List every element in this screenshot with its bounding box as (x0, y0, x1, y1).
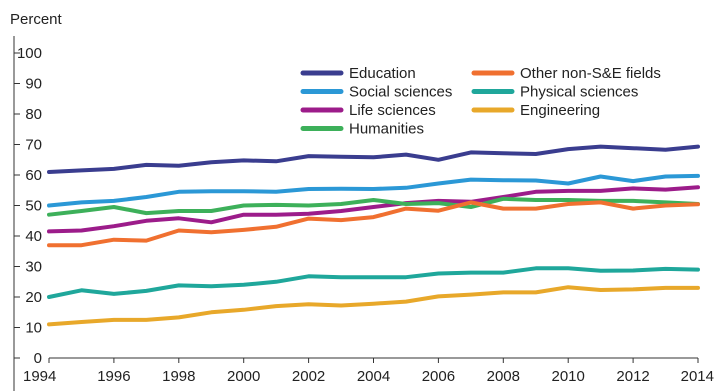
y-tick-label: 50 (25, 198, 42, 215)
x-tick-label: 2006 (422, 368, 455, 385)
x-tick-label: 2014 (681, 368, 714, 385)
series-line-engineering (47, 285, 700, 327)
x-tick-label: 2012 (616, 368, 649, 385)
legend-label: Physical sciences (520, 84, 638, 101)
y-tick-label: 90 (25, 76, 42, 93)
y-tick-label: 70 (25, 137, 42, 154)
y-tick-label: 30 (25, 259, 42, 276)
y-axis-ticks: 0 10 20 30 40 50 60 70 80 90 100 (14, 45, 42, 367)
x-axis-ticks: 1994 1996 1998 2000 2002 2004 2006 2008 2010 2012… (23, 358, 714, 385)
x-tick-label: 1996 (97, 368, 130, 385)
y-tick-label: 60 (25, 167, 42, 184)
series-line-other-non-s-e-fields (47, 200, 700, 248)
x-tick-label: 1994 (23, 368, 56, 385)
x-tick-label: 2002 (292, 368, 325, 385)
y-tick-label: 80 (25, 106, 42, 123)
series-line-life-sciences (47, 185, 700, 234)
legend-label: Social sciences (349, 84, 452, 101)
legend-label: Engineering (520, 102, 600, 119)
x-tick-label: 2010 (552, 368, 585, 385)
x-tick-label: 2000 (227, 368, 260, 385)
legend-label: Education (349, 65, 416, 82)
x-tick-label: 2004 (357, 368, 390, 385)
legend-label: Other non-S&E fields (520, 65, 661, 82)
series-lines (47, 144, 700, 327)
legend: Education Other non-S&E fields Social scie… (300, 65, 661, 138)
y-tick-label: 40 (25, 228, 42, 245)
y-tick-label: 100 (17, 45, 42, 62)
series-line-physical-sciences (47, 266, 700, 299)
y-tick-label: 0 (34, 350, 42, 367)
x-tick-label: 1998 (162, 368, 195, 385)
y-tick-label: 10 (25, 320, 42, 337)
y-tick-label: 20 (25, 289, 42, 306)
legend-label: Life sciences (349, 102, 436, 119)
legend-label: Humanities (349, 121, 424, 138)
y-axis-title: Percent (10, 11, 63, 28)
x-tick-label: 2008 (487, 368, 520, 385)
series-line-humanities (47, 196, 700, 217)
series-line-social-sciences (47, 173, 700, 208)
series-line-education (47, 144, 700, 174)
